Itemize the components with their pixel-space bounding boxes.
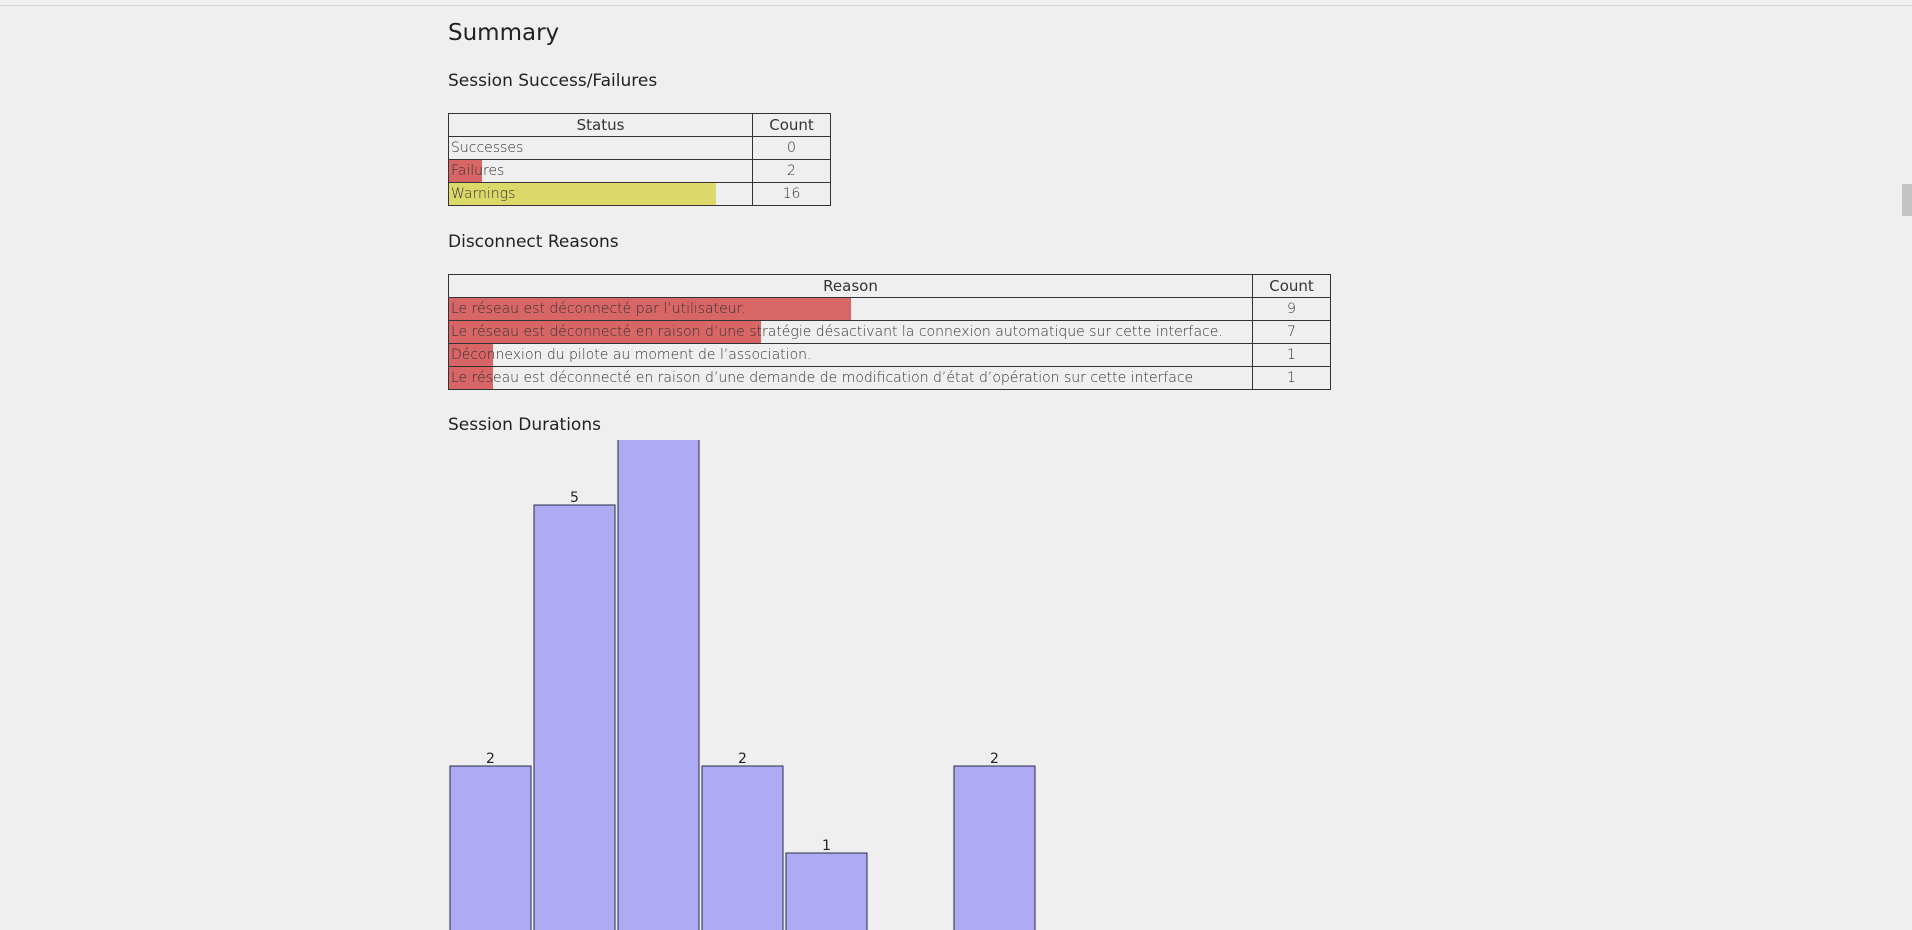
disconnect-table: Reason Count Le réseau est déconnecté pa… [448,274,1331,390]
duration-bar [785,852,868,930]
reason-cell: Le réseau est déconnecté en raison d’une… [448,366,1253,390]
reason-bar [449,367,494,389]
reason-count: 1 [1252,343,1331,367]
table-header-row: Status Count [448,113,831,137]
table-row: Le réseau est déconnecté en raison d’une… [448,366,1331,390]
table-row: Successes 0 [448,136,831,160]
status-cell: Warnings [448,182,753,206]
status-label: Warnings [451,186,516,202]
table-header-row: Reason Count [448,274,1331,298]
duration-bar [449,765,532,930]
status-label: Failures [451,163,505,179]
status-cell: Failures [448,159,753,183]
duration-bar [533,504,616,930]
reason-count: 1 [1252,366,1331,390]
reason-count: 7 [1252,320,1331,344]
duration-data-label: 1 [822,838,831,854]
duration-bar [701,765,784,930]
table-row: Déconnexion du pilote au moment de l’ass… [448,343,1331,367]
duration-data-label: 2 [990,751,999,767]
window-top-border [0,0,1912,6]
duration-data-label: 5 [570,490,579,506]
status-bar [449,160,483,182]
disconnect-heading: Disconnect Reasons [448,232,619,252]
reason-bar [449,321,761,343]
duration-data-label: 2 [738,751,747,767]
status-label: Successes [451,140,524,156]
table-row: Warnings 16 [448,182,831,206]
table-row: Le réseau est déconnecté en raison d’une… [448,320,1331,344]
status-count: 0 [752,136,831,160]
reason-label: Le réseau est déconnecté en raison d’une… [451,324,1223,340]
status-count: 2 [752,159,831,183]
reason-column-header: Reason [448,274,1253,298]
reason-cell: Le réseau est déconnecté en raison d’une… [448,320,1253,344]
table-row: Failures 2 [448,159,831,183]
duration-bar [953,765,1036,930]
reason-label: Déconnexion du pilote au moment de l’ass… [451,347,812,363]
page-title: Summary [448,20,560,46]
status-bar [449,183,716,205]
scrollbar-thumb[interactable] [1902,184,1912,216]
count-column-header: Count [1252,274,1331,298]
durations-heading: Session Durations [448,415,601,435]
status-count: 16 [752,182,831,206]
session-durations-chart: 256212 [449,440,1036,930]
duration-data-label: 2 [486,751,495,767]
reason-bar [449,298,851,320]
reason-cell: Le réseau est déconnecté par l’utilisate… [448,297,1253,321]
status-column-header: Status [448,113,753,137]
session-status-table: Status Count Successes 0 Failures 2 [448,113,831,206]
reason-label: Le réseau est déconnecté par l’utilisate… [451,301,746,317]
status-cell: Successes [448,136,753,160]
reason-cell: Déconnexion du pilote au moment de l’ass… [448,343,1253,367]
count-column-header: Count [752,113,831,137]
reason-bar [449,344,494,366]
reason-count: 9 [1252,297,1331,321]
table-row: Le réseau est déconnecté par l’utilisate… [448,297,1331,321]
session-status-heading: Session Success/Failures [448,71,658,91]
reason-label: Le réseau est déconnecté en raison d’une… [451,370,1194,386]
duration-bar [617,440,700,930]
